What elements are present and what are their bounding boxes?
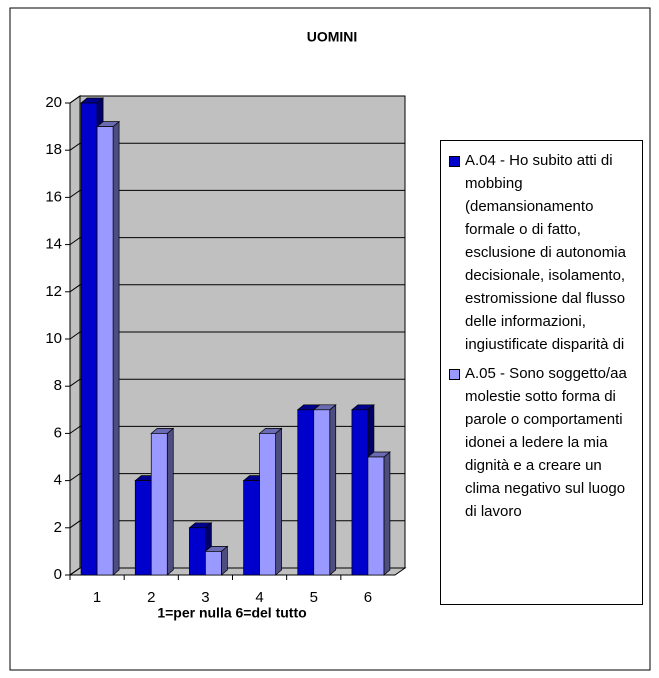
- bar: [96, 126, 114, 576]
- y-tick-label: 16: [45, 188, 62, 205]
- x-axis-label: 1=per nulla 6=del tutto: [157, 605, 306, 621]
- legend-label: A.05 - Sono soggetto/aa molestie sotto f…: [465, 365, 627, 520]
- y-tick-label: 18: [45, 141, 62, 158]
- x-tick-label: 4: [255, 589, 263, 606]
- bar-side: [166, 427, 174, 576]
- x-tick-label: 2: [147, 589, 155, 606]
- grid-line: [69, 520, 405, 529]
- grid-line: [69, 189, 405, 198]
- grid-line: [69, 284, 405, 293]
- y-tick-label: 6: [54, 424, 62, 441]
- x-tick-label: 6: [364, 589, 372, 606]
- bar: [297, 409, 315, 576]
- y-tick-label: 8: [54, 377, 62, 394]
- y-tick-label: 14: [45, 236, 62, 253]
- legend: A.04 - Ho subito atti di mobbing (demans…: [440, 140, 643, 605]
- grid-line: [69, 95, 405, 104]
- bar: [367, 456, 385, 576]
- bar: [189, 527, 206, 576]
- x-tick-label: 5: [310, 589, 318, 606]
- legend-swatch: [449, 156, 460, 167]
- legend-label: A.04 - Ho subito atti di mobbing (demans…: [465, 152, 626, 353]
- bar: [134, 480, 152, 576]
- bar: [80, 102, 98, 576]
- bar-side: [275, 427, 282, 576]
- bar-side: [329, 404, 337, 576]
- grid-line: [69, 331, 405, 340]
- bar-side: [383, 451, 391, 576]
- y-tick-label: 4: [54, 472, 62, 489]
- grid-line: [69, 142, 405, 151]
- legend-entry: A.04 - Ho subito atti di mobbing (demans…: [447, 149, 636, 356]
- y-tick-label: 20: [45, 94, 62, 111]
- grid-line: [69, 237, 405, 246]
- legend-swatch: [449, 369, 460, 380]
- bar: [313, 409, 331, 576]
- x-tick-label: 3: [201, 589, 209, 606]
- grid-line: [69, 425, 405, 434]
- grid-line: [69, 567, 405, 576]
- chart-title: UOMINI: [307, 29, 358, 45]
- legend-entry: A.05 - Sono soggetto/aa molestie sotto f…: [447, 362, 636, 523]
- y-tick-label: 12: [45, 283, 62, 300]
- bar: [205, 551, 222, 576]
- grid-line: [69, 473, 405, 482]
- x-tick-label: 1: [93, 589, 101, 606]
- y-tick-label: 0: [54, 566, 62, 583]
- bar: [259, 433, 276, 576]
- bar: [351, 409, 369, 576]
- bar: [243, 480, 260, 576]
- y-tick-label: 2: [54, 519, 62, 536]
- y-tick-label: 10: [45, 330, 62, 347]
- bar-side: [112, 120, 120, 576]
- bar: [150, 433, 168, 576]
- grid-line: [69, 378, 405, 387]
